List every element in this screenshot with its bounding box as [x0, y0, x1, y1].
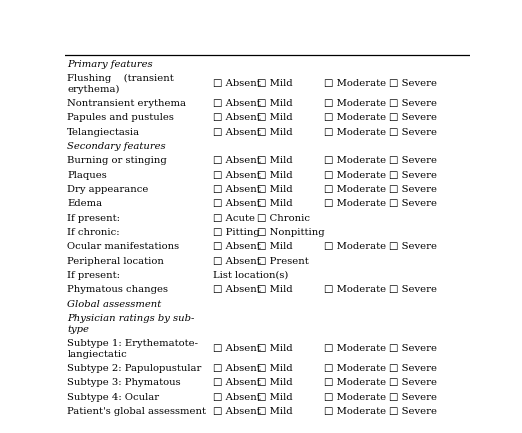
Text: □ Absent: □ Absent	[213, 242, 260, 251]
Text: □ Absent: □ Absent	[213, 199, 260, 208]
Text: Peripheral location: Peripheral location	[67, 257, 164, 266]
Text: □ Nonpitting: □ Nonpitting	[257, 228, 325, 237]
Text: □ Absent: □ Absent	[213, 113, 260, 122]
Text: Patient's global assessment: Patient's global assessment	[67, 407, 206, 416]
Text: Subtype 1: Erythematote-
langiectatic: Subtype 1: Erythematote- langiectatic	[67, 339, 198, 359]
Text: □ Moderate: □ Moderate	[324, 364, 386, 373]
Text: If present:: If present:	[67, 213, 120, 223]
Text: Papules and pustules: Papules and pustules	[67, 113, 174, 122]
Text: □ Moderate: □ Moderate	[324, 156, 386, 165]
Text: □ Mild: □ Mild	[257, 364, 293, 373]
Text: □ Moderate: □ Moderate	[324, 393, 386, 402]
Text: Subtype 2: Papulopustular: Subtype 2: Papulopustular	[67, 364, 201, 373]
Text: □ Moderate: □ Moderate	[324, 378, 386, 388]
Text: □ Absent: □ Absent	[213, 285, 260, 294]
Text: □ Mild: □ Mild	[257, 79, 293, 88]
Text: □ Moderate: □ Moderate	[324, 285, 386, 294]
Text: □ Severe: □ Severe	[389, 79, 437, 88]
Text: Ocular manifestations: Ocular manifestations	[67, 242, 180, 251]
Text: □ Absent: □ Absent	[213, 378, 260, 388]
Text: □ Chronic: □ Chronic	[257, 213, 311, 223]
Text: □ Mild: □ Mild	[257, 156, 293, 165]
Text: Telangiectasia: Telangiectasia	[67, 128, 140, 137]
Text: □ Absent: □ Absent	[213, 79, 260, 88]
Text: □ Mild: □ Mild	[257, 285, 293, 294]
Text: □ Mild: □ Mild	[257, 242, 293, 251]
Text: □ Absent: □ Absent	[213, 99, 260, 108]
Text: If present:: If present:	[67, 271, 120, 280]
Text: □ Absent: □ Absent	[213, 407, 260, 416]
Text: □ Absent: □ Absent	[213, 344, 260, 353]
Text: Primary features: Primary features	[67, 60, 153, 68]
Text: □ Absent: □ Absent	[213, 393, 260, 402]
Text: □ Mild: □ Mild	[257, 393, 293, 402]
Text: List location(s): List location(s)	[213, 271, 288, 280]
Text: □ Moderate: □ Moderate	[324, 344, 386, 353]
Text: If chronic:: If chronic:	[67, 228, 120, 237]
Text: □ Moderate: □ Moderate	[324, 171, 386, 180]
Text: □ Severe: □ Severe	[389, 199, 437, 208]
Text: □ Severe: □ Severe	[389, 113, 437, 122]
Text: Global assessment: Global assessment	[67, 300, 161, 309]
Text: □ Severe: □ Severe	[389, 364, 437, 373]
Text: □ Moderate: □ Moderate	[324, 407, 386, 416]
Text: □ Mild: □ Mild	[257, 99, 293, 108]
Text: □ Absent: □ Absent	[213, 257, 260, 266]
Text: □ Moderate: □ Moderate	[324, 185, 386, 194]
Text: Subtype 3: Phymatous: Subtype 3: Phymatous	[67, 378, 181, 388]
Text: □ Mild: □ Mild	[257, 199, 293, 208]
Text: □ Severe: □ Severe	[389, 128, 437, 137]
Text: Edema: Edema	[67, 199, 102, 208]
Text: Dry appearance: Dry appearance	[67, 185, 149, 194]
Text: Subtype 4: Ocular: Subtype 4: Ocular	[67, 393, 159, 402]
Text: □ Moderate: □ Moderate	[324, 79, 386, 88]
Text: □ Absent: □ Absent	[213, 364, 260, 373]
Text: Nontransient erythema: Nontransient erythema	[67, 99, 186, 108]
Text: □ Severe: □ Severe	[389, 378, 437, 388]
Text: □ Moderate: □ Moderate	[324, 242, 386, 251]
Text: □ Moderate: □ Moderate	[324, 128, 386, 137]
Text: □ Moderate: □ Moderate	[324, 99, 386, 108]
Text: □ Moderate: □ Moderate	[324, 199, 386, 208]
Text: □ Mild: □ Mild	[257, 171, 293, 180]
Text: □ Severe: □ Severe	[389, 393, 437, 402]
Text: □ Mild: □ Mild	[257, 185, 293, 194]
Text: □ Absent: □ Absent	[213, 156, 260, 165]
Text: □ Mild: □ Mild	[257, 344, 293, 353]
Text: Physician ratings by sub-
type: Physician ratings by sub- type	[67, 314, 195, 333]
Text: □ Severe: □ Severe	[389, 156, 437, 165]
Text: □ Mild: □ Mild	[257, 113, 293, 122]
Text: Flushing    (transient
erythema): Flushing (transient erythema)	[67, 74, 174, 94]
Text: Plaques: Plaques	[67, 171, 107, 180]
Text: □ Absent: □ Absent	[213, 185, 260, 194]
Text: □ Acute: □ Acute	[213, 213, 255, 223]
Text: □ Mild: □ Mild	[257, 128, 293, 137]
Text: □ Moderate: □ Moderate	[324, 113, 386, 122]
Text: Burning or stinging: Burning or stinging	[67, 156, 167, 165]
Text: Phymatous changes: Phymatous changes	[67, 285, 168, 294]
Text: □ Mild: □ Mild	[257, 407, 293, 416]
Text: □ Severe: □ Severe	[389, 185, 437, 194]
Text: □ Severe: □ Severe	[389, 171, 437, 180]
Text: □ Severe: □ Severe	[389, 285, 437, 294]
Text: □ Absent: □ Absent	[213, 128, 260, 137]
Text: □ Severe: □ Severe	[389, 407, 437, 416]
Text: □ Absent: □ Absent	[213, 171, 260, 180]
Text: □ Present: □ Present	[257, 257, 309, 266]
Text: □ Mild: □ Mild	[257, 378, 293, 388]
Text: □ Severe: □ Severe	[389, 344, 437, 353]
Text: Secondary features: Secondary features	[67, 142, 166, 151]
Text: □ Pitting: □ Pitting	[213, 228, 259, 237]
Text: □ Severe: □ Severe	[389, 99, 437, 108]
Text: □ Severe: □ Severe	[389, 242, 437, 251]
